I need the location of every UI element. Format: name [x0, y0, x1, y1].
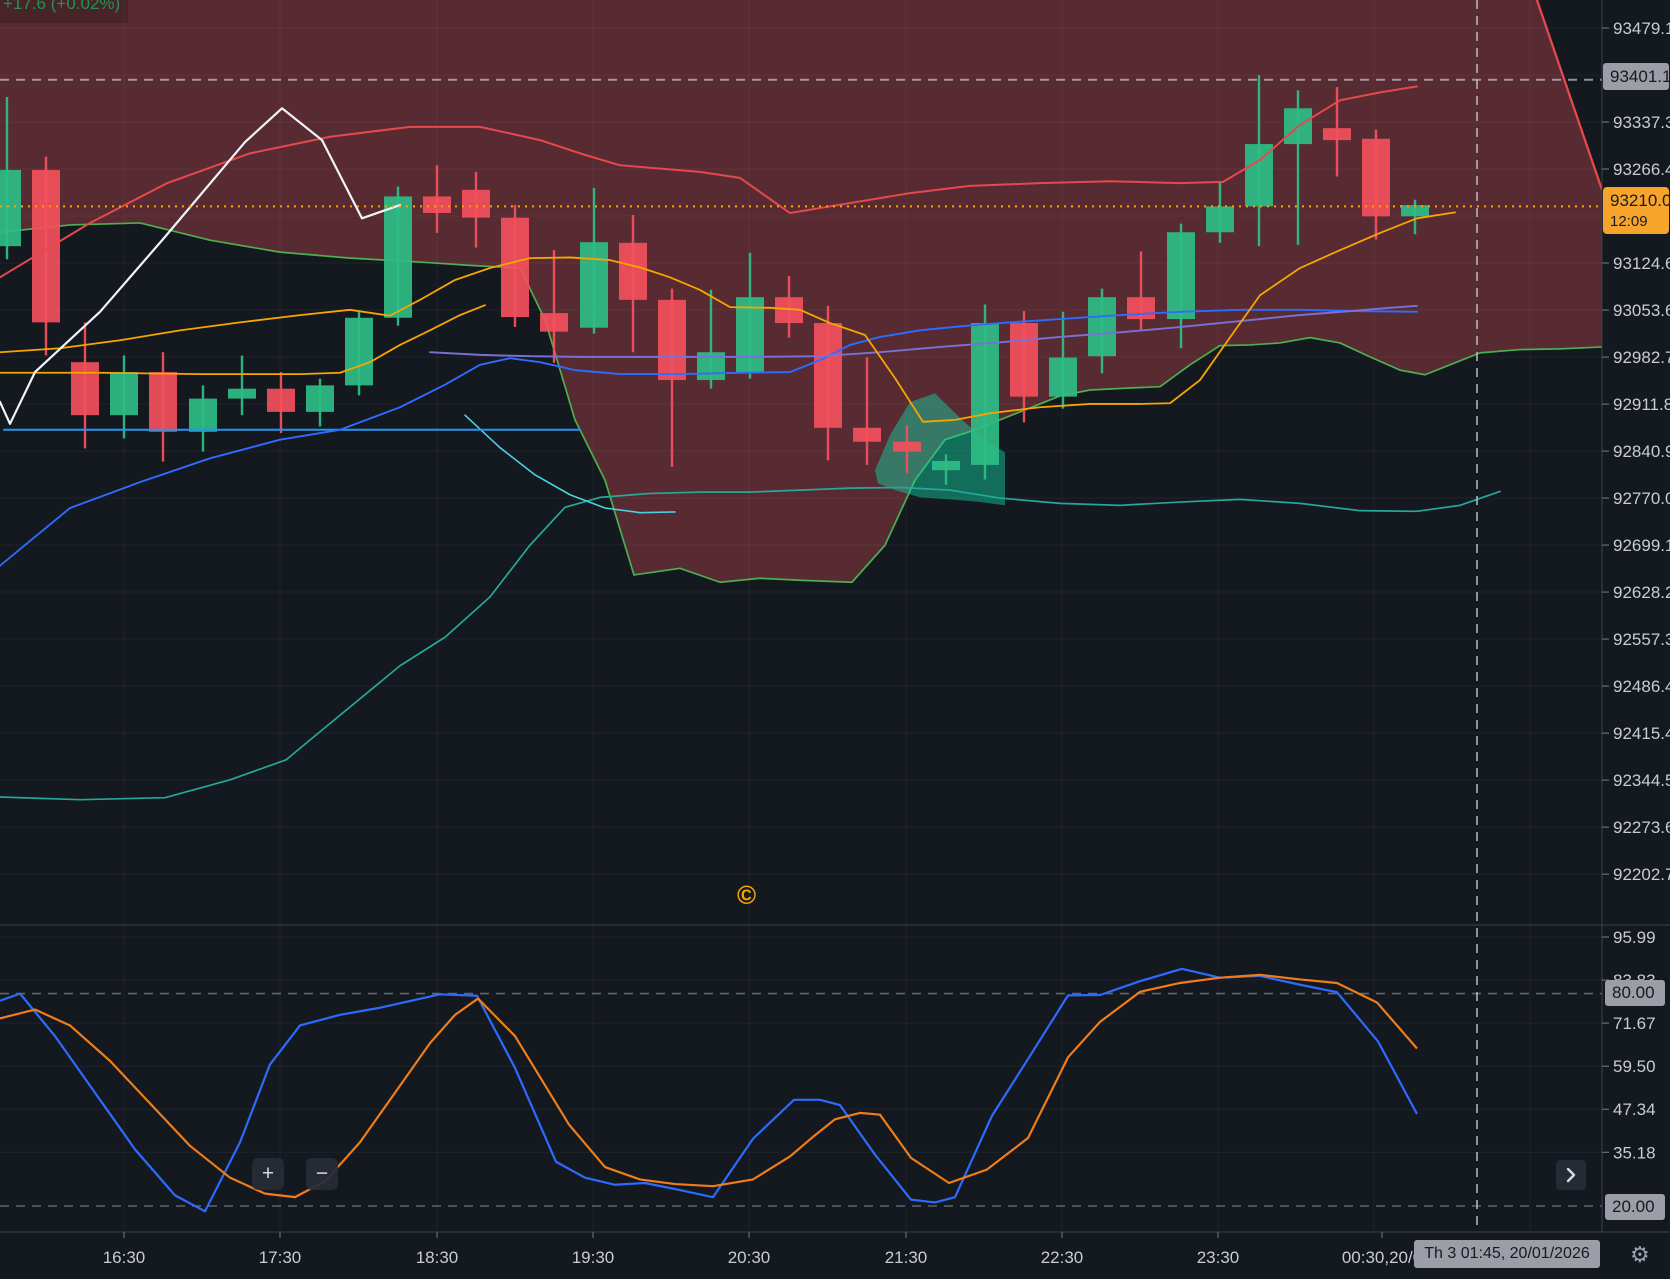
crosshair: [0, 0, 1602, 1232]
svg-text:92486.4: 92486.4: [1613, 677, 1670, 696]
orange-ma-line: [0, 211, 1456, 423]
svg-text:92982.7: 92982.7: [1613, 348, 1670, 367]
crosshair-time-value: Th 3 01:45, 20/01/2026: [1424, 1245, 1590, 1262]
zoom-out-button[interactable]: −: [306, 1158, 338, 1190]
teal-band-line: [0, 486, 1501, 801]
orange-baseline-line: [0, 304, 486, 376]
svg-text:17:30: 17:30: [259, 1248, 302, 1267]
crosshair-time-badge: Th 3 01:45, 20/01/2026: [1414, 1240, 1600, 1268]
purple-ma-line: [429, 304, 1418, 358]
blue-ma-line: [0, 308, 1418, 567]
svg-text:92202.7: 92202.7: [1613, 865, 1670, 884]
gear-icon[interactable]: ⚙: [1630, 1242, 1650, 1267]
legend: +17.6 (+0.02%): [0, 0, 128, 23]
red-ma-line: [0, 85, 1418, 279]
svg-text:59.50: 59.50: [1613, 1057, 1656, 1076]
svg-text:92911.8: 92911.8: [1613, 395, 1670, 414]
svg-text:20:30: 20:30: [728, 1248, 771, 1267]
last-price-value: 93210.0: [1610, 191, 1670, 210]
svg-text:92628.2: 92628.2: [1613, 583, 1670, 602]
svg-text:00:30,20/0: 00:30,20/0: [1342, 1248, 1422, 1267]
svg-text:92557.3: 92557.3: [1613, 630, 1670, 649]
svg-text:23:30: 23:30: [1197, 1248, 1240, 1267]
svg-text:19:30: 19:30: [572, 1248, 615, 1267]
svg-text:16:30: 16:30: [103, 1248, 146, 1267]
osc-lower-band-badge: 20.00: [1605, 1194, 1665, 1220]
svg-text:95.99: 95.99: [1613, 928, 1656, 947]
svg-text:21:30: 21:30: [885, 1248, 928, 1267]
ichimoku-cloud: [0, 0, 1602, 583]
svg-text:22:30: 22:30: [1041, 1248, 1084, 1267]
minus-icon: −: [315, 1162, 329, 1185]
plus-icon: +: [261, 1162, 275, 1185]
last-price-badge: 93210.0 12:09: [1603, 187, 1670, 234]
chevron-right-icon: [1566, 1167, 1576, 1183]
svg-text:93124.6: 93124.6: [1613, 254, 1670, 273]
crosshair-price-badge: 93401.1: [1603, 63, 1670, 90]
svg-text:93053.6: 93053.6: [1613, 301, 1670, 320]
goto-realtime-button[interactable]: [1556, 1160, 1586, 1190]
svg-text:92699.1: 92699.1: [1613, 536, 1670, 555]
copyright-watermark: ©: [737, 880, 757, 910]
zoom-in-button[interactable]: +: [252, 1158, 284, 1190]
crosshair-price-value: 93401.1: [1610, 66, 1670, 86]
stoch-k-line: [0, 967, 1418, 1213]
svg-text:93337.3: 93337.3: [1613, 113, 1670, 132]
price-axis[interactable]: 93479.1 93337.3 93266.4 93124.6 93053.6 92982…: [1602, 19, 1670, 1162]
osc-upper-band-value: 80.00: [1612, 983, 1655, 1002]
svg-text:93479.1: 93479.1: [1613, 19, 1670, 38]
main-pane: [0, 0, 1602, 801]
svg-text:71.67: 71.67: [1613, 1014, 1656, 1033]
svg-text:92840.9: 92840.9: [1613, 442, 1670, 461]
candles-layer: [0, 75, 1429, 485]
svg-text:47.34: 47.34: [1613, 1100, 1656, 1119]
svg-text:93266.4: 93266.4: [1613, 160, 1670, 179]
svg-text:92770.0: 92770.0: [1613, 489, 1670, 508]
osc-upper-band-badge: 80.00: [1605, 980, 1665, 1006]
svg-text:92344.5: 92344.5: [1613, 771, 1670, 790]
legend-change-value: +17.6 (+0.02%): [3, 0, 121, 13]
time-axis[interactable]: 16:30 17:30 18:30 19:30 20:30 21:30 22:30 23:30…: [103, 1232, 1422, 1267]
svg-text:35.18: 35.18: [1613, 1143, 1656, 1162]
svg-text:18:30: 18:30: [416, 1248, 459, 1267]
svg-text:92273.6: 92273.6: [1613, 818, 1670, 837]
white-zigzag-line: [0, 107, 402, 425]
bull-cloud-patch: [875, 393, 1005, 506]
svg-text:92415.4: 92415.4: [1613, 724, 1670, 743]
cyan-band-line: [464, 414, 676, 514]
last-price-countdown: 12:09: [1610, 213, 1648, 230]
osc-lower-band-value: 20.00: [1612, 1197, 1655, 1216]
